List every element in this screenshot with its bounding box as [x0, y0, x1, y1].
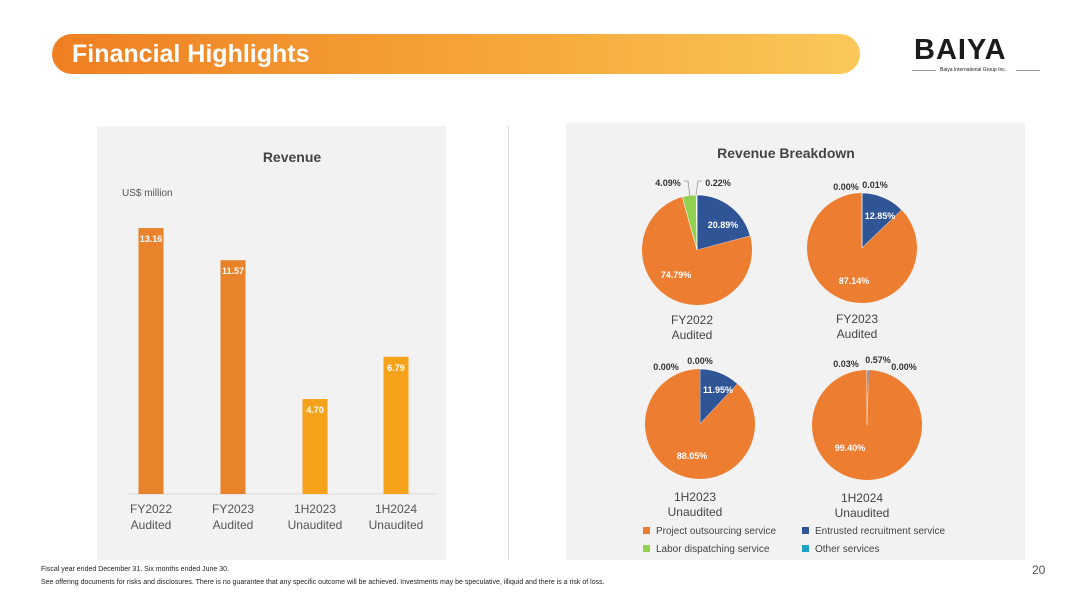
pie-subcaption-FY2022: Audited: [672, 328, 713, 342]
bar-chart-title: Revenue: [263, 149, 322, 165]
pie-caption-FY2023: FY2023: [836, 312, 878, 326]
pie-chart-title: Revenue Breakdown: [717, 145, 855, 161]
pie-caption-1H2024: 1H2024: [841, 491, 883, 505]
revenue-bar-label-1H2023: 4.70: [306, 405, 324, 415]
revenue-bar-FY2023: [220, 260, 246, 494]
bar-category-label: 1H2023: [294, 502, 336, 516]
revenue-bar-1H2023: [302, 399, 328, 494]
revenue-bar-label-FY2023: 11.57: [222, 266, 244, 276]
pie-1H2024-label-entrusted: 0.57%: [865, 355, 891, 365]
pie-FY2022-slice-entrusted: [696, 194, 751, 251]
revenue-bar-label-FY2022: 13.16: [140, 234, 163, 244]
pie-subcaption-FY2023: Audited: [837, 327, 878, 341]
pie-FY2023-label-entrusted: 12.85%: [865, 211, 896, 221]
bar-category-sublabel: Audited: [213, 518, 254, 532]
logo-wordmark: BAIYA: [914, 34, 1007, 66]
revenue-breakdown-panel: Revenue Breakdown 74.79% 20.89% 4.09% 0.22% F…: [566, 123, 1025, 560]
pie-FY2022-label-labor: 4.09%: [655, 178, 681, 188]
bar-category-sublabel: Unaudited: [288, 518, 343, 532]
legend-swatch-labor: [643, 545, 650, 552]
bar-category-label: FY2023: [212, 502, 254, 516]
logo-rule-left: [912, 70, 936, 71]
pie-caption-FY2022: FY2022: [671, 313, 713, 327]
pie-1H2024-label-project: 99.40%: [835, 443, 866, 453]
pie-1H2023-slice-entrusted: [699, 368, 738, 425]
revenue-breakdown-chart: Revenue Breakdown 74.79% 20.89% 4.09% 0.22% F…: [642, 145, 945, 555]
bar-category-sublabel: Audited: [131, 518, 172, 532]
legend-swatch-other: [802, 545, 809, 552]
pie-FY2022-leader-labor: [684, 180, 691, 198]
pie-FY2023-label-other: 0.01%: [862, 180, 888, 190]
pie-1H2023-label-project: 88.05%: [677, 451, 708, 461]
pie-FY2022-slice-project: [642, 197, 752, 305]
revenue-bar-FY2022: [138, 228, 164, 494]
legend-label-project: Project outsourcing service: [656, 526, 776, 537]
page-title: Financial Highlights: [72, 40, 310, 68]
pie-1H2023-label-labor: 0.00%: [653, 362, 679, 372]
logo-subtitle: Baiya International Group Inc.: [940, 67, 1007, 73]
pie-FY2023-label-project: 87.14%: [839, 276, 870, 286]
bar-category-label: 1H2024: [375, 502, 417, 516]
pie-1H2023-label-other: 0.00%: [687, 356, 713, 366]
pie-FY2022-leader-other: [695, 180, 702, 196]
title-banner: Financial Highlights: [52, 34, 860, 74]
pie-1H2023-slice-project: [645, 369, 755, 479]
pie-subcaption-1H2023: Unaudited: [668, 505, 723, 519]
company-logo: BAIYA Baiya International Group Inc.: [912, 34, 1040, 78]
pie-1H2024-label-other: 0.00%: [891, 362, 917, 372]
revenue-bar-chart: Revenue US$ million 13.16 FY2022 Audited 11.5…: [122, 149, 437, 532]
pie-1H2023-label-entrusted: 11.95%: [703, 385, 733, 395]
pie-caption-1H2023: 1H2023: [674, 490, 716, 504]
pie-FY2022-label-project: 74.79%: [661, 270, 692, 280]
bar-chart-ylabel: US$ million: [122, 188, 173, 199]
bar-category-label: FY2022: [130, 502, 172, 516]
footnote-disclaimer: See offering documents for risks and dis…: [41, 579, 605, 586]
revenue-bar-label-1H2024: 6.79: [387, 363, 405, 373]
legend-label-other: Other services: [815, 544, 879, 555]
pie-FY2022-label-other: 0.22%: [705, 178, 731, 188]
legend-label-labor: Labor dispatching service: [656, 544, 770, 555]
legend-label-entrusted: Entrusted recruitment service: [815, 526, 945, 537]
page-number: 20: [1032, 563, 1046, 577]
legend-swatch-project: [643, 527, 650, 534]
pie-FY2023-label-labor: 0.00%: [833, 182, 859, 192]
bar-category-sublabel: Unaudited: [369, 518, 424, 532]
logo-rule-right: [1016, 70, 1040, 71]
footnote-fiscal-year: Fiscal year ended December 31. Six month…: [41, 566, 229, 573]
panel-divider: [508, 126, 509, 560]
revenue-chart-panel: Revenue US$ million 13.16 FY2022 Audited 11.5…: [97, 126, 446, 560]
revenue-bar-1H2024: [383, 356, 409, 494]
legend-swatch-entrusted: [802, 527, 809, 534]
pie-subcaption-1H2024: Unaudited: [835, 506, 890, 520]
pie-FY2022-label-entrusted: 20.89%: [708, 220, 739, 230]
pie-1H2024-label-labor: 0.03%: [833, 359, 859, 369]
